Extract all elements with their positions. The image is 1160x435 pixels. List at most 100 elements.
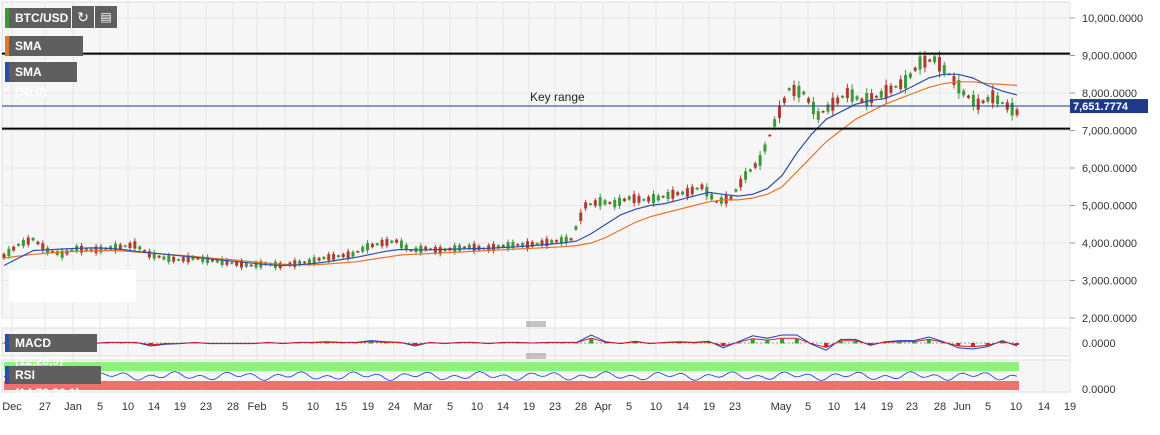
candle-body — [269, 263, 273, 266]
candle-body — [884, 84, 888, 99]
macd-histogram-bar — [706, 342, 711, 344]
macd-histogram-bar — [838, 341, 843, 344]
candle-body — [991, 90, 995, 104]
candle-body — [356, 250, 360, 253]
candle-body — [651, 193, 655, 204]
candle-body — [637, 195, 641, 203]
x-tick-label: 14 — [677, 401, 689, 413]
candle-body — [579, 212, 583, 221]
x-tick-label: 10 — [1010, 401, 1022, 413]
macd-tag[interactable]: MACD (12,26,9) — [5, 334, 97, 368]
x-tick-label: Mar — [414, 401, 433, 413]
macd-histogram-bar — [941, 342, 946, 344]
candle-body — [99, 246, 103, 253]
y-tick-label: 5,000.0000 — [1082, 201, 1137, 213]
x-tick-label: Jan — [64, 401, 82, 413]
candle-body — [118, 244, 122, 250]
candle-body — [831, 97, 835, 111]
blank-overlay — [9, 270, 136, 302]
candle-body — [80, 245, 84, 253]
sma50-tag[interactable]: SMA (50,0) — [5, 62, 77, 99]
candle-body — [181, 257, 185, 262]
candle-body — [937, 56, 941, 72]
candle-body — [569, 238, 573, 241]
x-tick-label: 19 — [362, 401, 374, 413]
candle-body — [681, 191, 685, 195]
x-tick-label: 27 — [39, 401, 51, 413]
symbol-tag[interactable]: BTC/USD — [5, 8, 71, 28]
candle-body — [298, 260, 302, 266]
candle-body — [574, 226, 578, 230]
current-price-value: 7,651.7774 — [1073, 101, 1129, 113]
x-tick-label: 14 — [854, 401, 866, 413]
candle-body — [172, 256, 176, 262]
candle-body — [60, 250, 64, 258]
sma100-tag[interactable]: SMA (100,0) — [5, 36, 83, 73]
x-tick-label: 19 — [174, 401, 186, 413]
candle-body — [143, 250, 147, 253]
candle-body — [899, 79, 903, 90]
candle-body — [7, 248, 11, 256]
candle-body — [690, 186, 694, 195]
candle-body — [201, 256, 205, 263]
candle-body — [385, 239, 389, 246]
candle-body — [700, 184, 704, 190]
refresh-icon[interactable]: ↻ — [72, 6, 94, 28]
candle-body — [409, 249, 413, 252]
candle-body — [545, 238, 549, 247]
candle-body — [773, 119, 777, 127]
candle-body — [467, 244, 471, 249]
candle-body — [239, 260, 243, 268]
candle-body — [70, 249, 74, 252]
candle-body — [734, 189, 738, 192]
candle-body — [748, 169, 752, 172]
x-tick-label: 28 — [934, 401, 946, 413]
candle-body — [971, 94, 975, 107]
candle-body — [404, 244, 408, 250]
candle-body — [608, 202, 612, 204]
candle-body — [836, 97, 840, 104]
candle-body — [918, 56, 922, 70]
panel-resize-handle[interactable] — [526, 353, 546, 359]
x-tick-label: Jun — [953, 401, 971, 413]
candle-body — [996, 95, 1000, 105]
panel-resize-handle[interactable] — [526, 321, 546, 327]
y-tick-label: 6,000.0000 — [1082, 163, 1137, 175]
candle-body — [162, 256, 166, 260]
candle-body — [370, 243, 374, 248]
candle-body — [1015, 109, 1019, 115]
x-tick-label: 23 — [549, 401, 561, 413]
candle-body — [584, 202, 588, 209]
candle-body — [685, 187, 689, 197]
candle-body — [351, 251, 355, 257]
candle-body — [516, 243, 520, 246]
candle-body — [904, 75, 908, 89]
candle-body — [138, 246, 142, 250]
settings-icon[interactable]: ▤ — [95, 6, 117, 28]
candle-body — [666, 191, 670, 200]
candle-body — [254, 262, 258, 268]
candle-body — [293, 260, 297, 267]
candle-body — [724, 194, 728, 204]
candle-body — [41, 243, 45, 251]
candle-body — [792, 84, 796, 97]
candle-body — [46, 247, 50, 254]
candle-body — [94, 246, 98, 254]
candle-body — [942, 65, 946, 74]
x-tick-label: Apr — [594, 401, 611, 413]
candle-body — [2, 254, 6, 259]
candle-body — [462, 246, 466, 249]
candle-body — [845, 87, 849, 99]
macd-histogram-bar — [369, 341, 374, 344]
key-range-label: Key range — [530, 90, 585, 104]
macd-signal-line — [3, 337, 1018, 348]
candle-body — [710, 194, 714, 200]
candle-body — [671, 189, 675, 199]
candle-body — [850, 89, 854, 102]
rsi-tag[interactable]: RSI (14,70,30,1) — [5, 366, 101, 400]
candle-body — [395, 239, 399, 243]
candle-body — [802, 91, 806, 95]
candle-body — [811, 101, 815, 115]
candle-body — [84, 248, 88, 252]
